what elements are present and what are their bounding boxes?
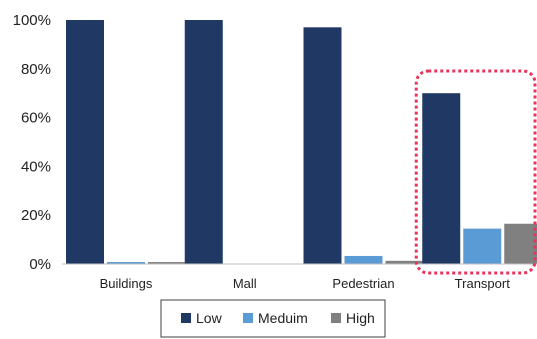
x-category-label: Pedestrian — [332, 276, 394, 291]
category-labels: Buildings Mall Pedestrian Transport — [100, 276, 511, 291]
y-tick-label: 40% — [21, 158, 51, 175]
legend-swatch-meduim — [243, 313, 253, 323]
bar-pedestrian-meduim — [344, 255, 383, 264]
y-tick-label: 100% — [13, 12, 51, 29]
bar-buildings-low — [66, 20, 104, 264]
x-category-label: Buildings — [100, 276, 153, 291]
bar-transport-meduim — [463, 228, 502, 264]
legend-label-low: Low — [196, 310, 223, 326]
highlight-box — [414, 69, 537, 275]
y-tick-label: 0% — [29, 256, 51, 273]
y-tick-label: 60% — [21, 110, 51, 127]
bar-buildings-meduim — [107, 262, 145, 264]
bar-buildings-high — [148, 262, 186, 264]
bars — [66, 20, 537, 264]
legend: Low Meduim High — [160, 299, 386, 338]
legend-box — [160, 299, 386, 338]
legend-label-high: High — [346, 310, 375, 326]
x-category-label: Mall — [233, 276, 257, 291]
y-axis-ticks: 0% 20% 40% 60% 80% 100% — [13, 12, 51, 273]
legend-swatch-low — [181, 313, 191, 323]
y-tick-label: 80% — [21, 61, 51, 78]
x-category-label: Transport — [455, 276, 511, 291]
legend-label-meduim: Meduim — [258, 310, 308, 326]
bar-mall-low — [184, 20, 223, 264]
bar-pedestrian-low — [303, 27, 342, 264]
legend-swatch-high — [331, 313, 341, 323]
bar-transport-low — [422, 93, 461, 264]
y-tick-label: 20% — [21, 207, 51, 224]
bar-pedestrian-high — [385, 260, 424, 264]
bar-transport-high — [504, 223, 537, 264]
